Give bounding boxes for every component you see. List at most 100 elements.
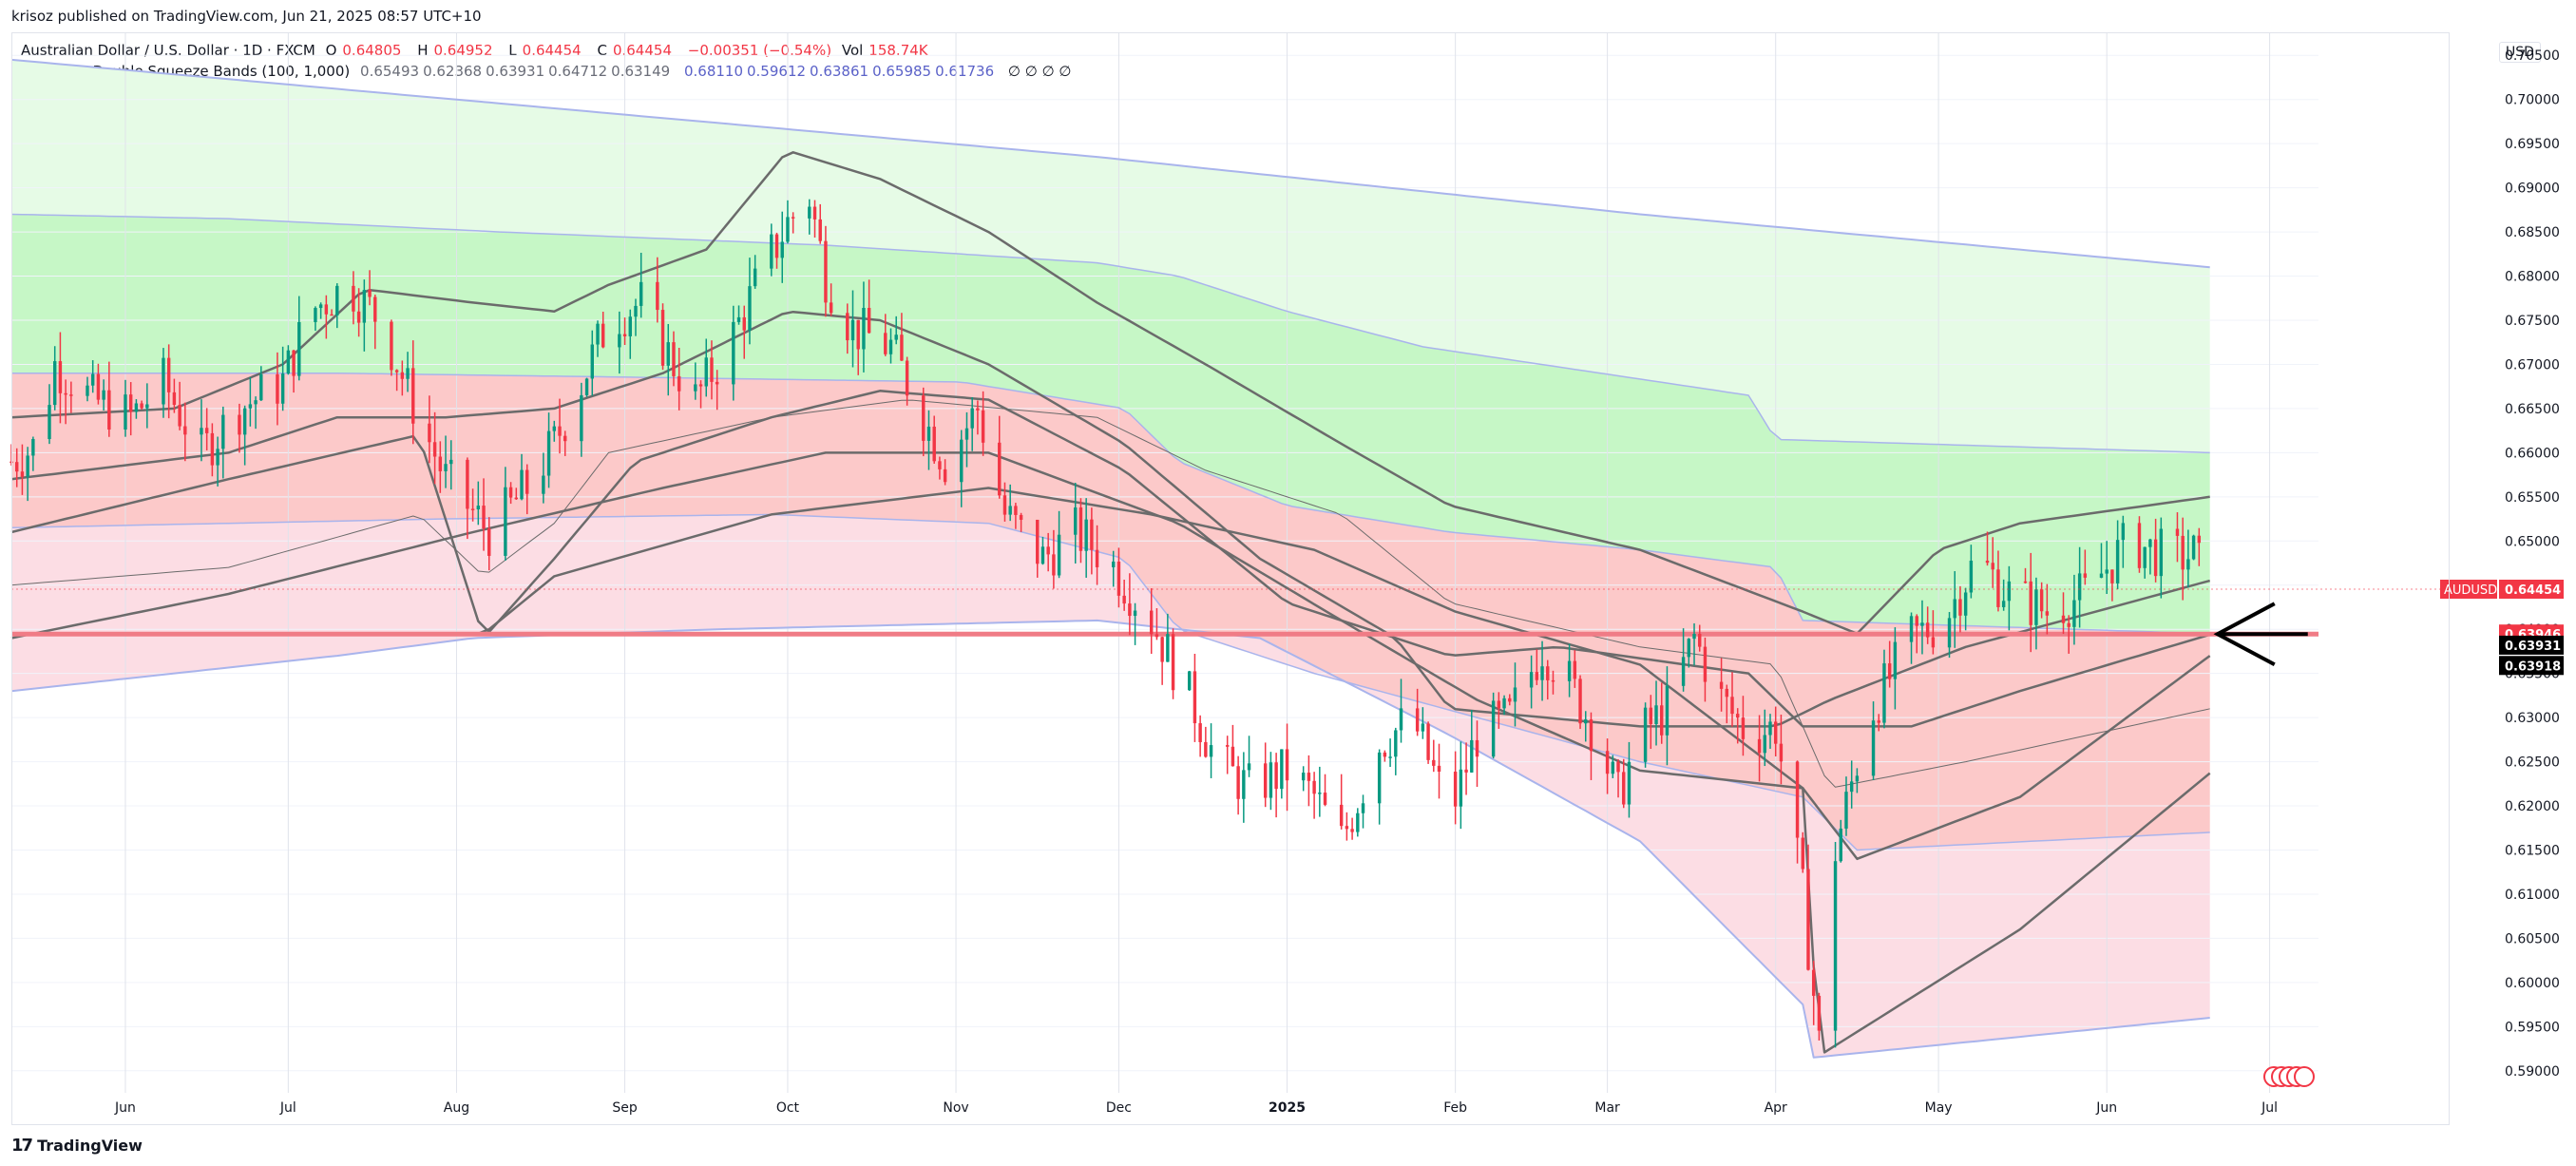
price-tag-value-2: 0.63931 [2505,640,2561,654]
candle-body-32 [183,426,187,435]
candle-body-212 [1160,637,1164,662]
candle-body-302 [1649,707,1653,724]
candle-body-71 [394,370,399,373]
candle-body-185 [1014,506,1018,515]
y-tick-label-5: 0.68000 [2505,270,2560,285]
candle-body-380 [2072,600,2076,627]
currency-button[interactable]: USD [2499,42,2541,63]
candle-body-119 [656,281,659,311]
tradingview-logo[interactable]: 17 TradingView [11,1136,143,1156]
candle-body-310 [1692,634,1696,640]
candle-body-91 [504,487,507,556]
candle-body-150 [824,240,828,303]
candle-body-73 [406,368,410,379]
candle-body-165 [905,360,909,396]
y-tick-label-21: 0.60000 [2505,976,2560,991]
inner-lower-line [10,390,2211,728]
y-tick-label-23: 0.59000 [2505,1064,2560,1080]
candle-body-141 [774,234,779,258]
y-tick-label-15: 0.63000 [2505,711,2560,726]
ohlc-open: O 0.64805 [325,42,402,59]
inner-trend-line [10,451,2211,861]
candle-body-233 [1274,762,1278,790]
candle-body-84 [466,459,469,509]
candle-body-144 [791,217,795,219]
candle-body-81 [449,459,453,465]
x-tick-label-0: Jun [114,1100,136,1116]
candle-body-98 [542,475,545,494]
candle-body-228 [1247,763,1251,771]
candle-body-133 [732,321,735,385]
candle-body-45 [254,400,258,405]
candle-body-354 [1931,637,1936,648]
candle-body-385 [2099,573,2104,578]
candle-body-374 [2039,589,2044,612]
y-tick-label-8: 0.66500 [2505,402,2560,417]
candle-body-402 [2191,535,2196,560]
candle-body-371 [2023,581,2028,583]
symbol-legend: Australian Dollar / U.S. Dollar · 1D · F… [21,42,940,59]
y-tick-label-9: 0.66000 [2505,446,2560,461]
candle-body-137 [753,268,757,287]
candle-body-305 [1665,685,1670,736]
candle-body-234 [1280,749,1284,790]
y-tick-label-0: 0.70500 [2505,48,2560,64]
y-tick-label-20: 0.60500 [2505,931,2560,946]
candle-body-37 [210,432,215,466]
candle-body-99 [546,430,551,476]
candle-body-94 [520,469,524,500]
candle-body-401 [2186,559,2190,570]
candle-body-247 [1350,829,1354,832]
x-tick-label-3: Sep [612,1100,638,1116]
candle-body-106 [584,378,589,395]
candle-body-30 [172,392,177,406]
candle-body-324 [1768,721,1772,736]
candle-body-154 [846,313,849,341]
y-tick-label-16: 0.62500 [2505,755,2560,771]
candle-body-246 [1345,826,1349,830]
candle-body-7 [48,405,51,440]
candle-body-360 [1963,592,1968,616]
candle-body-220 [1204,741,1208,757]
inner-center-line [10,310,2211,728]
symbol-title[interactable]: Australian Dollar / U.S. Dollar · 1D · F… [21,42,315,59]
candle-body-368 [2007,581,2012,602]
candle-body-345 [1882,663,1886,723]
candle-body-163 [894,335,898,340]
price-tag-symbol-bg-0 [2440,580,2497,600]
candle-body-67 [373,296,377,322]
candle-body-322 [1757,738,1762,754]
candle-body-38 [216,449,219,466]
candle-body-63 [352,285,355,312]
candle-body-24 [140,403,143,409]
candle-body-35 [200,428,203,435]
candle-body-312 [1703,646,1708,682]
price-tag-value-3: 0.63918 [2505,659,2561,674]
candle-body-280 [1529,672,1534,688]
candle-body-116 [639,281,643,306]
candle-body-36 [204,428,209,433]
candle-body-93 [514,497,519,500]
candle-body-190 [1040,546,1045,564]
candle-body-64 [356,311,361,323]
candle-body-331 [1806,869,1810,970]
candle-body-221 [1209,745,1213,757]
candle-body-18 [107,390,111,430]
candle-body-65 [362,290,367,323]
indicator-value-grey-2: 0.63931 [486,63,545,80]
x-tick-label-2: Aug [444,1100,469,1116]
candle-body-127 [698,384,703,387]
candle-body-254 [1388,756,1392,758]
candle-body-192 [1052,554,1056,576]
candle-body-16 [96,373,101,400]
band-lower-fill [11,514,2210,1058]
candle-body-281 [1535,672,1539,680]
candle-body-245 [1339,804,1344,827]
candle-body-22 [128,394,133,412]
candle-body-213 [1166,634,1170,662]
candle-body-162 [888,339,893,354]
candle-body-242 [1323,793,1327,805]
candle-body-274 [1497,700,1501,709]
candle-body-56 [314,308,317,322]
